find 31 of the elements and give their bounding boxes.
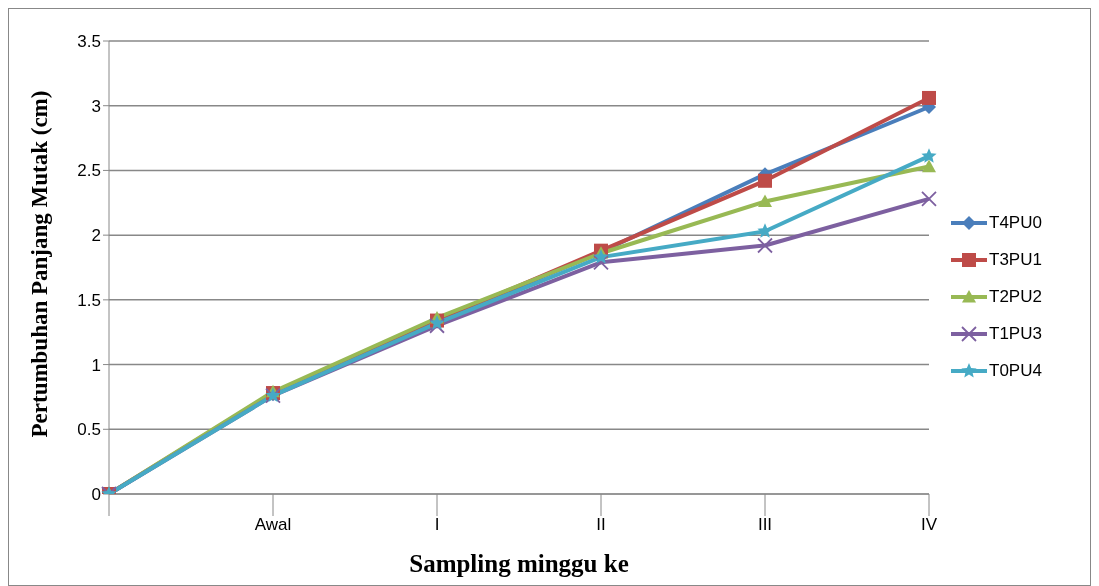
y-tick-label: 3.5 bbox=[77, 32, 101, 52]
y-tick-label: 2 bbox=[91, 226, 101, 246]
point bbox=[921, 191, 937, 207]
y-tick-label: 1 bbox=[91, 355, 101, 375]
legend-label: T4PU0 bbox=[989, 212, 1042, 233]
y-tick-label: 1.5 bbox=[77, 290, 101, 310]
point bbox=[922, 90, 936, 105]
point bbox=[921, 148, 937, 163]
point bbox=[429, 317, 445, 334]
x-tick-label: III bbox=[757, 515, 773, 535]
point bbox=[758, 173, 772, 188]
y-tick-label: 0 bbox=[91, 485, 101, 505]
point bbox=[922, 159, 936, 173]
point bbox=[758, 194, 772, 208]
legend-label: T0PU4 bbox=[989, 360, 1042, 381]
point bbox=[757, 237, 773, 254]
legend-label: T3PU1 bbox=[989, 249, 1042, 270]
y-tick-label: 0.5 bbox=[77, 420, 101, 440]
point bbox=[593, 254, 609, 271]
y-tick-label: 2.5 bbox=[77, 161, 101, 181]
x-tick-label: Awal bbox=[254, 515, 292, 535]
x-tick-label: IV bbox=[920, 515, 938, 535]
legend-label: T1PU3 bbox=[989, 323, 1042, 344]
x-tick-label: II bbox=[596, 515, 606, 535]
point bbox=[757, 223, 773, 238]
y-axis-title: Pertumbuhan Panjang Mutak (cm) bbox=[27, 90, 53, 438]
legend-label: T2PU2 bbox=[989, 286, 1042, 307]
y-tick-label: 3 bbox=[91, 96, 101, 116]
point bbox=[593, 249, 609, 264]
x-axis-title: Sampling minggu ke bbox=[409, 550, 629, 577]
x-tick-label: I bbox=[434, 515, 440, 535]
